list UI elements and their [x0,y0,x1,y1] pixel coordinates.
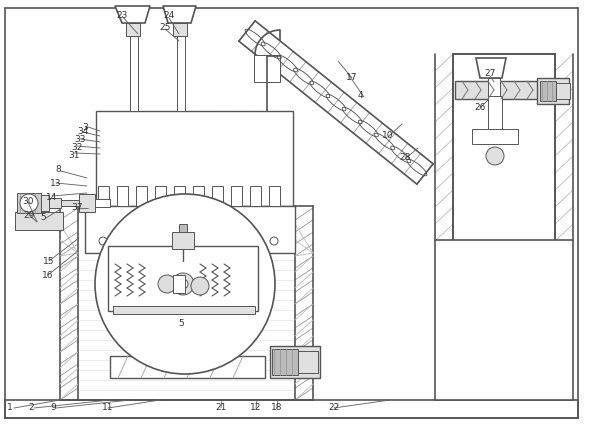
Text: 2: 2 [28,403,34,412]
Bar [556,83,570,99]
Bar [61,200,79,206]
Bar [435,240,573,400]
Bar [488,78,500,96]
Bar [254,55,280,82]
Text: 22: 22 [328,403,339,412]
Bar [537,78,569,104]
Bar [5,400,578,418]
Bar [231,186,242,206]
Circle shape [486,147,504,165]
Bar [250,186,261,206]
Polygon shape [476,58,506,78]
Text: 14: 14 [46,193,57,201]
Bar [96,111,293,206]
Text: 5: 5 [40,213,46,222]
Text: 34: 34 [77,127,88,135]
Bar [455,81,543,99]
Text: 18: 18 [271,403,283,412]
Circle shape [194,237,202,245]
Circle shape [270,237,278,245]
Bar [41,195,49,211]
Text: 24: 24 [163,12,174,20]
Text: 5: 5 [178,319,184,328]
Text: 13: 13 [50,178,61,187]
Bar [269,186,280,206]
Bar [155,186,166,206]
Text: 3: 3 [82,123,88,132]
Circle shape [191,277,209,295]
Circle shape [213,237,221,245]
Bar [98,186,109,206]
Text: 4: 4 [358,92,363,101]
Bar [472,129,518,144]
Text: 27: 27 [484,69,496,78]
Bar [179,224,187,232]
Bar [117,186,128,206]
Bar [174,186,185,206]
Bar [49,198,61,208]
Bar [540,81,556,101]
Text: 11: 11 [102,403,113,412]
Bar [172,232,194,249]
Text: 16: 16 [42,271,54,279]
Text: 26: 26 [474,104,486,112]
Bar [15,212,63,230]
Text: 32: 32 [71,143,83,152]
Bar [110,356,265,378]
Bar [193,186,204,206]
Bar [177,36,185,111]
Text: 29: 29 [23,210,34,219]
Text: 10: 10 [382,132,394,141]
Text: 30: 30 [22,198,34,207]
Bar [212,186,223,206]
Text: 25: 25 [159,23,171,32]
Bar [270,346,320,378]
Circle shape [251,237,259,245]
Bar [488,96,502,131]
Text: 1: 1 [7,403,13,412]
Circle shape [99,237,107,245]
Text: 31: 31 [68,150,80,159]
Bar [79,194,95,212]
Circle shape [156,237,164,245]
Circle shape [137,237,145,245]
Text: 21: 21 [215,403,227,412]
Circle shape [20,194,38,212]
Bar [95,199,110,207]
Circle shape [158,275,176,293]
Text: 33: 33 [74,135,86,144]
Polygon shape [163,6,196,23]
Polygon shape [115,6,150,23]
Circle shape [175,237,183,245]
Circle shape [172,273,194,295]
Bar [453,54,555,241]
Bar [173,275,185,293]
Bar [108,246,258,311]
Bar [17,193,41,213]
Bar [272,349,298,375]
Bar [130,36,138,111]
Text: 15: 15 [43,256,54,265]
Bar [126,23,140,36]
Text: 8: 8 [55,165,61,175]
Text: 17: 17 [346,72,358,81]
Bar [298,351,318,373]
Bar [173,23,187,36]
Bar [85,206,295,253]
Text: 23: 23 [116,12,127,20]
Circle shape [95,194,275,374]
Text: 9: 9 [50,403,55,412]
Bar [136,186,147,206]
Text: 28: 28 [399,153,411,162]
Circle shape [232,237,240,245]
Bar [113,306,255,314]
Text: 37: 37 [71,204,83,213]
Text: 12: 12 [250,403,261,412]
Circle shape [118,237,126,245]
Circle shape [178,279,188,289]
